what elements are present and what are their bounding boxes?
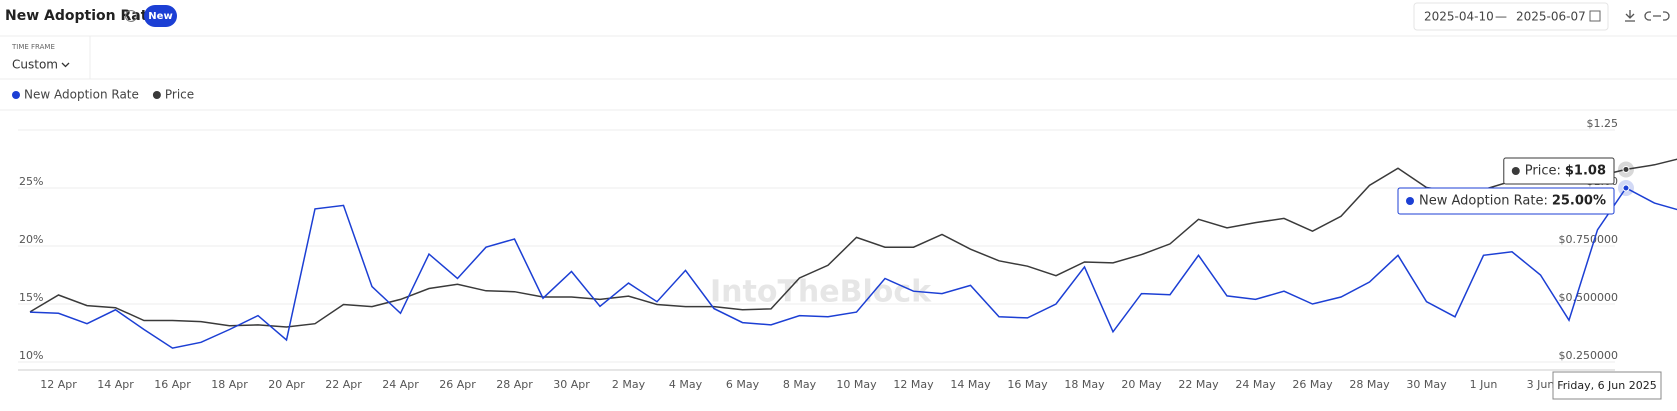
legend-label: New Adoption Rate — [24, 88, 139, 102]
x-tick-label: 6 May — [726, 378, 760, 391]
x-tick-label: 16 Apr — [154, 378, 191, 391]
help-icon[interactable] — [125, 10, 137, 22]
x-tick-label: 18 Apr — [211, 378, 248, 391]
x-tick-label: 18 May — [1064, 378, 1105, 391]
x-tick-label: 22 Apr — [325, 378, 362, 391]
y2-tick-label: $0.250000 — [1559, 349, 1619, 362]
series-line — [29, 187, 1677, 349]
x-tick-label: 1 Jun — [1470, 378, 1498, 391]
link-icon[interactable] — [1644, 11, 1670, 21]
y2-tick-label: $1.25 — [1587, 117, 1619, 130]
x-tick-label: 20 Apr — [268, 378, 305, 391]
timeframe-label: TIME FRAME — [11, 43, 55, 51]
date-from: 2025-04-10 — [1424, 10, 1494, 24]
x-tick-label: 24 May — [1235, 378, 1276, 391]
legend-label: Price — [165, 88, 194, 102]
x-tick-label: 20 May — [1121, 378, 1162, 391]
timeframe-select[interactable]: Custom — [12, 58, 58, 72]
badge — [144, 5, 177, 27]
hover-point — [1622, 184, 1630, 192]
tooltip-value: 25.00% — [1552, 194, 1606, 209]
tooltip-dot — [1406, 197, 1414, 205]
hover-point — [1622, 165, 1630, 173]
chevron — [61, 62, 70, 68]
tooltip-box — [1397, 187, 1615, 215]
x-tick-label: 26 Apr — [439, 378, 476, 391]
tooltip-dot — [1511, 167, 1520, 175]
y-tick-label: 20% — [19, 233, 43, 246]
legend-dot — [12, 91, 20, 99]
x-tick-label: 14 Apr — [97, 378, 134, 391]
x-tick-label: 10 May — [836, 378, 877, 391]
x-tick-label: 2 May — [612, 378, 646, 391]
x-tick-label: 24 Apr — [382, 378, 419, 391]
y-tick-label: 10% — [19, 349, 43, 362]
y2-tick-label: $0.500000 — [1559, 291, 1619, 304]
download-icon[interactable] — [1625, 10, 1635, 22]
tooltip-box — [1503, 157, 1615, 185]
y2-tick-label: $0.750000 — [1559, 233, 1619, 246]
x-tick-label: 3 Jun — [1527, 378, 1555, 391]
tooltip-label: New Adoption Rate: — [1419, 194, 1548, 209]
x-tick-label: 26 May — [1292, 378, 1333, 391]
badge-text: New — [148, 11, 172, 22]
tooltip-label: Price: — [1525, 164, 1561, 179]
x-tick-label: 12 May — [893, 378, 934, 391]
x-tick-label: 8 May — [783, 378, 817, 391]
legend-dot — [152, 91, 161, 99]
date-tooltip-box — [1552, 371, 1662, 400]
date-sep: — — [1495, 10, 1507, 24]
x-tick-label: 4 May — [669, 378, 703, 391]
y-tick-label: 15% — [19, 291, 43, 304]
series-line — [29, 158, 1677, 328]
tooltip-value: $1.08 — [1565, 164, 1606, 179]
price-tooltip: Price: $1.08 — [1503, 157, 1615, 185]
title: New Adoption Rate — [5, 8, 157, 24]
x-tick-label: 16 May — [1007, 378, 1048, 391]
x-tick-label: 22 May — [1178, 378, 1219, 391]
date-tooltip: Friday, 6 Jun 2025 — [1557, 379, 1657, 392]
x-tick-label: 28 May — [1349, 378, 1390, 391]
y-tick-label: 25% — [19, 175, 43, 188]
date-to: 2025-06-07 — [1516, 10, 1586, 24]
x-tick-label: 28 Apr — [496, 378, 533, 391]
x-tick-label: 30 May — [1406, 378, 1447, 391]
x-tick-label: 14 May — [950, 378, 991, 391]
x-tick-label: 12 Apr — [40, 378, 77, 391]
date-picker[interactable] — [1413, 2, 1609, 31]
calendar-icon — [1589, 10, 1601, 22]
x-tick-label: 30 Apr — [553, 378, 590, 391]
rate-tooltip: New Adoption Rate: 25.00% — [1397, 187, 1615, 215]
